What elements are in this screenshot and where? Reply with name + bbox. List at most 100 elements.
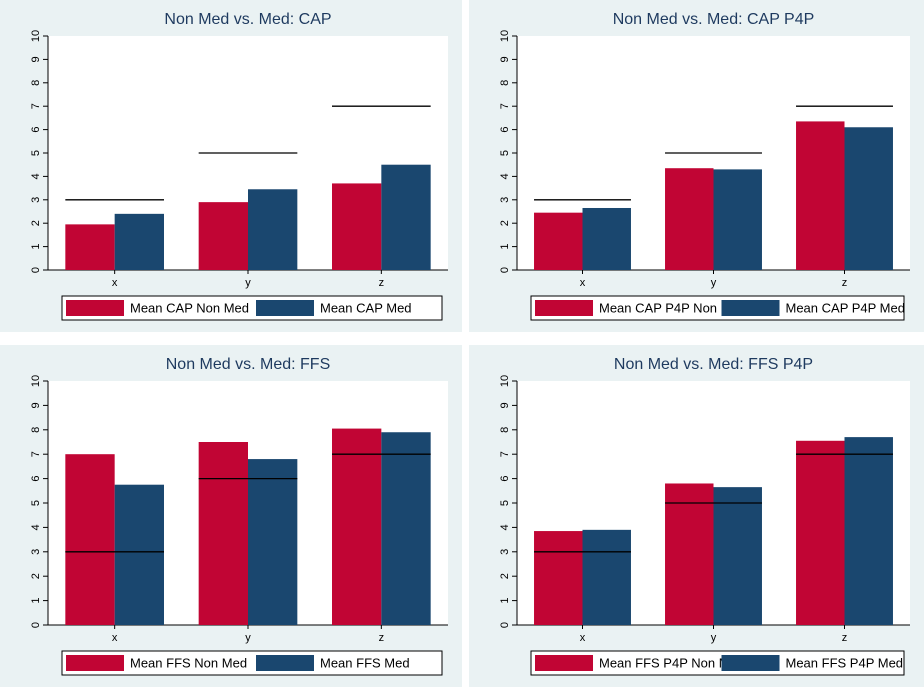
- y-tick-label: 8: [499, 427, 511, 433]
- y-tick-label: 4: [499, 173, 511, 179]
- bar: [796, 121, 845, 270]
- y-tick-label: 10: [499, 30, 511, 42]
- legend-label: Mean CAP P4P Non Med: [599, 300, 746, 315]
- y-tick-label: 5: [499, 150, 511, 156]
- x-tick-label: z: [842, 277, 848, 289]
- y-tick-label: 6: [499, 127, 511, 133]
- y-tick-label: 7: [30, 103, 42, 109]
- bar: [248, 189, 298, 270]
- legend-swatch: [256, 300, 314, 316]
- x-tick-label: z: [379, 277, 385, 289]
- x-tick-label: z: [379, 632, 385, 644]
- y-tick-label: 1: [30, 244, 42, 250]
- legend-label: Mean FFS Med: [320, 655, 410, 670]
- legend-swatch: [721, 655, 780, 671]
- y-tick-label: 9: [499, 56, 511, 62]
- y-tick-label: 0: [30, 622, 42, 628]
- y-tick-label: 2: [30, 220, 42, 226]
- bar: [248, 459, 298, 625]
- bar: [114, 213, 164, 270]
- y-tick-label: 2: [499, 220, 511, 226]
- y-tick-label: 1: [499, 244, 511, 250]
- y-tick-label: 6: [499, 476, 511, 482]
- y-tick-label: 8: [30, 80, 42, 86]
- x-tick-label: y: [711, 277, 717, 289]
- legend-swatch: [66, 655, 124, 671]
- y-tick-label: 7: [499, 103, 511, 109]
- legend-box: [530, 650, 905, 676]
- y-tick-label: 10: [30, 375, 42, 387]
- x-tick-label: y: [711, 632, 717, 644]
- y-tick-label: 1: [499, 598, 511, 604]
- legend-box: [530, 295, 905, 321]
- chart-title: Non Med vs. Med: FFS: [166, 356, 331, 373]
- bar: [114, 484, 164, 625]
- legend-swatch: [66, 300, 124, 316]
- bar: [844, 127, 893, 270]
- y-tick-label: 4: [30, 173, 42, 179]
- bar: [665, 483, 714, 625]
- legend-box: [61, 650, 443, 676]
- x-tick-label: y: [245, 632, 251, 644]
- legend-label: Mean FFS P4P Non Med: [599, 655, 744, 670]
- chart-title: Non Med vs. Med: FFS P4P: [614, 356, 813, 373]
- y-tick-label: 0: [499, 267, 511, 273]
- x-tick-label: x: [580, 277, 586, 289]
- bar: [534, 212, 583, 270]
- legend-label: Mean CAP Med: [320, 300, 412, 315]
- legend-label: Mean CAP P4P Med: [786, 300, 905, 315]
- bar: [844, 437, 893, 625]
- y-tick-label: 5: [499, 500, 511, 506]
- y-tick-label: 2: [499, 573, 511, 579]
- bar: [65, 454, 115, 625]
- x-tick-label: x: [112, 632, 118, 644]
- bar: [198, 442, 248, 625]
- bar: [665, 168, 714, 270]
- bar: [582, 529, 631, 625]
- bar: [381, 432, 431, 625]
- legend-box: [61, 295, 443, 321]
- legend-label: Mean FFS Non Med: [130, 655, 247, 670]
- y-tick-label: 9: [499, 402, 511, 408]
- bar: [332, 183, 382, 270]
- legend-label: Mean FFS P4P Med: [786, 655, 904, 670]
- y-tick-label: 5: [30, 150, 42, 156]
- y-tick-label: 10: [499, 375, 511, 387]
- y-tick-label: 8: [30, 427, 42, 433]
- y-tick-label: 3: [499, 549, 511, 555]
- y-tick-label: 3: [30, 197, 42, 203]
- bar: [198, 202, 248, 270]
- bar: [381, 164, 431, 270]
- x-tick-label: x: [580, 632, 586, 644]
- y-tick-label: 9: [30, 56, 42, 62]
- legend-label: Mean CAP Non Med: [130, 300, 249, 315]
- y-tick-label: 2: [30, 573, 42, 579]
- bar: [796, 440, 845, 625]
- chart-title: Non Med vs. Med: CAP: [164, 11, 331, 28]
- y-tick-label: 6: [30, 476, 42, 482]
- y-tick-label: 6: [30, 127, 42, 133]
- y-tick-label: 0: [30, 267, 42, 273]
- y-tick-label: 5: [30, 500, 42, 506]
- bar: [332, 428, 382, 625]
- x-tick-label: y: [245, 277, 251, 289]
- y-tick-label: 7: [30, 451, 42, 457]
- y-tick-label: 7: [499, 451, 511, 457]
- legend-swatch: [721, 300, 780, 316]
- x-tick-label: x: [112, 277, 118, 289]
- y-tick-label: 4: [30, 524, 42, 530]
- legend-swatch: [535, 655, 593, 671]
- y-tick-label: 0: [499, 622, 511, 628]
- y-tick-label: 1: [30, 598, 42, 604]
- y-tick-label: 4: [499, 524, 511, 530]
- y-tick-label: 9: [30, 402, 42, 408]
- y-tick-label: 8: [499, 80, 511, 86]
- bar: [713, 169, 762, 270]
- legend-swatch: [535, 300, 593, 316]
- y-tick-label: 10: [30, 30, 42, 42]
- y-tick-label: 3: [499, 197, 511, 203]
- bar: [65, 224, 115, 270]
- bar: [582, 207, 631, 270]
- bar: [534, 531, 583, 625]
